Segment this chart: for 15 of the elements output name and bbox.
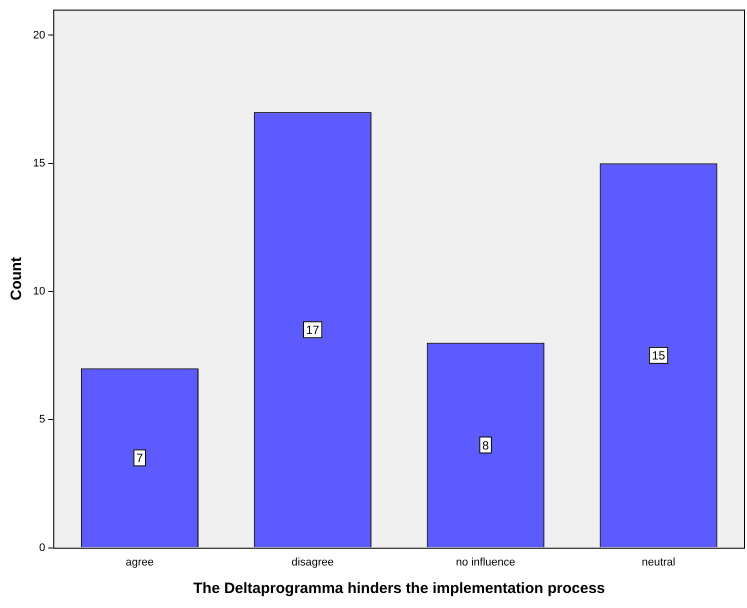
y-tick-label: 15 bbox=[32, 157, 46, 170]
x-tick-label: agree bbox=[126, 556, 154, 568]
x-tick-label: no influence bbox=[456, 556, 516, 568]
y-tick-label: 0 bbox=[39, 542, 46, 554]
x-tick-label: disagree bbox=[292, 556, 334, 568]
x-axis-title: The Deltaprogramma hinders the implementation process bbox=[193, 580, 605, 598]
data-label: 7 bbox=[136, 451, 144, 466]
y-tick-label: 10 bbox=[32, 286, 46, 298]
y-tick-label: 5 bbox=[39, 414, 46, 426]
x-tick-label: neutral bbox=[642, 556, 676, 568]
data-label: 8 bbox=[482, 438, 490, 452]
data-label: 17 bbox=[306, 323, 320, 338]
y-axis-title: Count bbox=[8, 257, 26, 300]
y-tick-label: 20 bbox=[32, 29, 46, 42]
data-label: 15 bbox=[652, 348, 666, 363]
